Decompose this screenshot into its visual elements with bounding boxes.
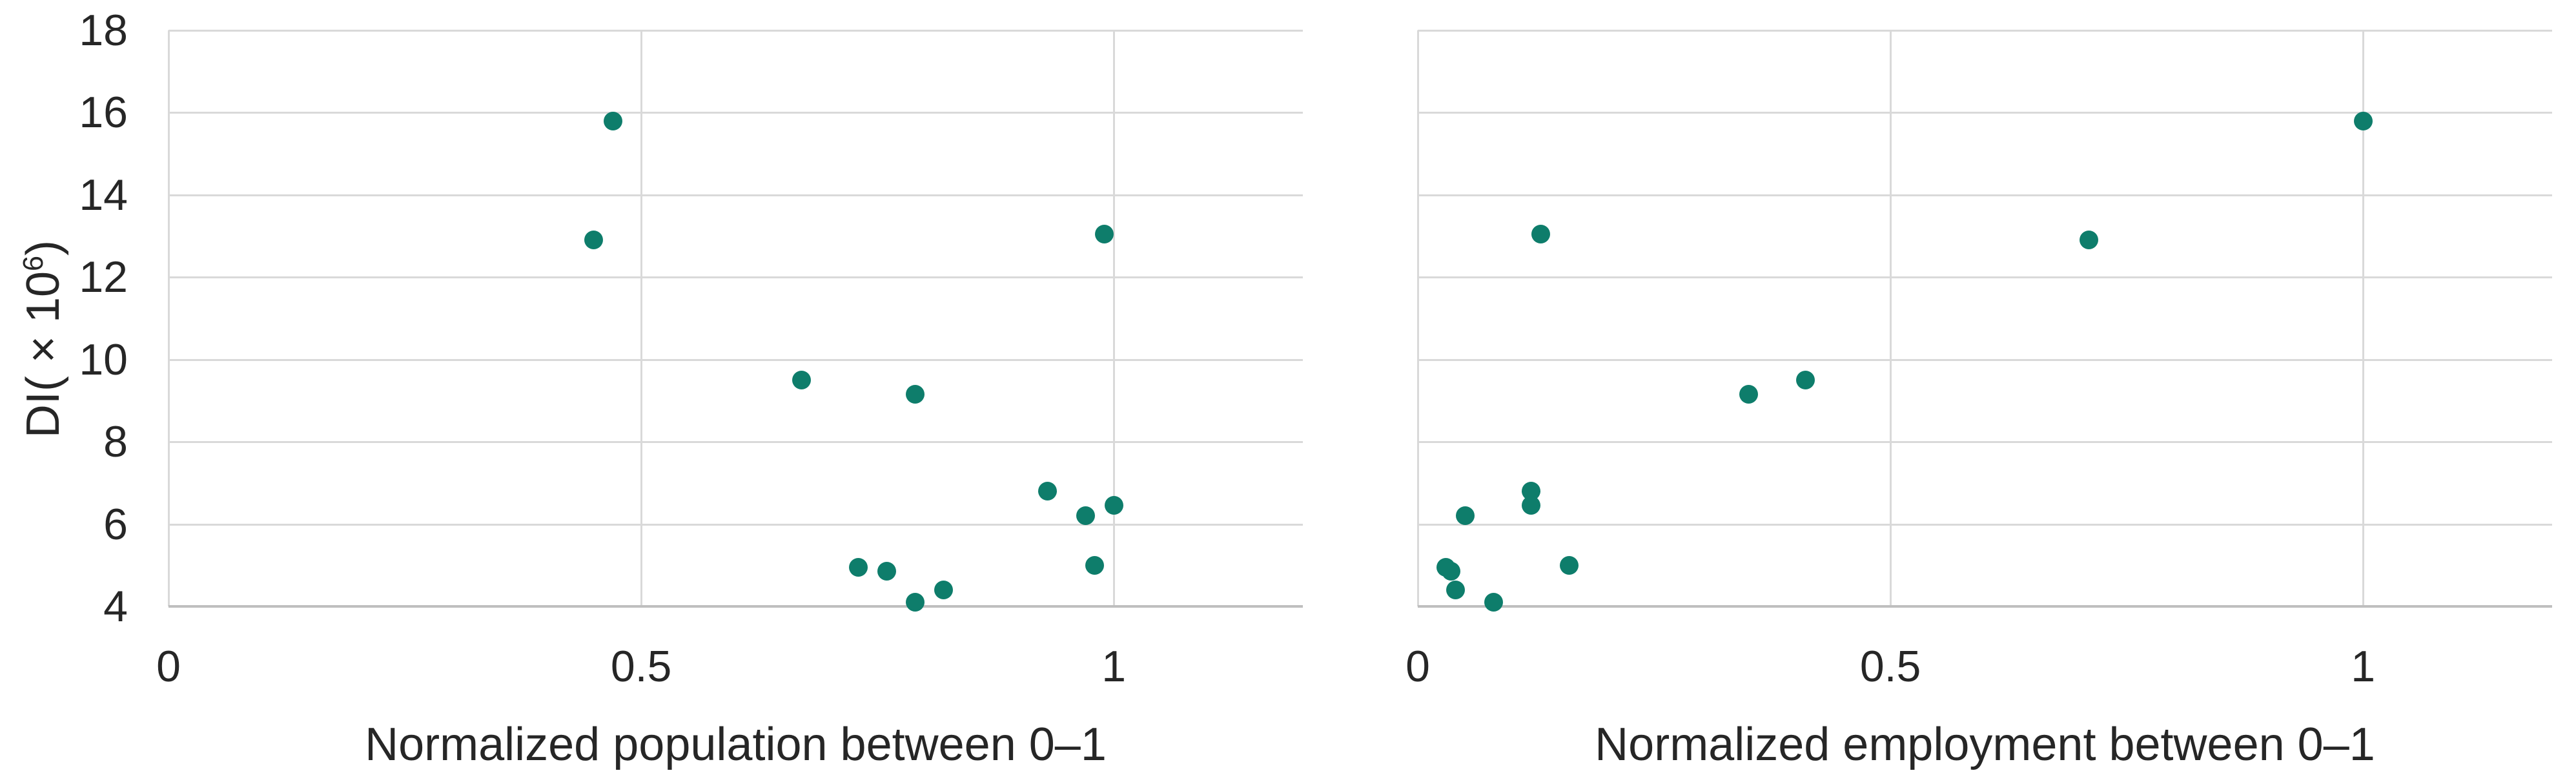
gridline — [169, 194, 1303, 196]
data-point — [1455, 506, 1475, 526]
population-plot-area — [168, 30, 1303, 612]
gridline — [1417, 30, 1419, 606]
data-point — [1559, 555, 1579, 575]
y-axis-title-close: ) — [17, 240, 69, 256]
x-tick-label: 0.5 — [610, 642, 672, 691]
gridline — [1418, 441, 2552, 444]
data-point — [906, 385, 925, 404]
data-point — [1085, 555, 1105, 575]
gridline — [169, 358, 1303, 361]
data-point — [1739, 385, 1758, 404]
gridline — [169, 112, 1303, 114]
x-tick-label: 0 — [156, 642, 181, 691]
gridline — [1418, 194, 2552, 196]
y-tick-label: 18 — [79, 6, 128, 55]
gridline — [2362, 30, 2365, 606]
data-point — [1531, 224, 1550, 243]
x-axis-title-population: Normalized population between 0–1 — [365, 719, 1107, 770]
x-tick-label: 1 — [2351, 642, 2376, 691]
y-tick-label: 16 — [79, 88, 128, 138]
gridline — [1113, 30, 1116, 606]
data-point — [1038, 482, 1058, 501]
data-point — [1522, 496, 1541, 515]
data-point — [906, 593, 925, 612]
data-point — [1441, 562, 1460, 581]
data-point — [1484, 593, 1503, 612]
gridline — [1418, 276, 2552, 279]
gridline — [1418, 358, 2552, 361]
data-point — [584, 231, 604, 250]
y-tick-label: 12 — [79, 253, 128, 302]
data-point — [934, 581, 954, 599]
gridline — [1418, 30, 2552, 32]
x-axis-line — [169, 605, 1303, 608]
data-point — [603, 111, 622, 130]
x-tick-label: 1 — [1101, 642, 1127, 691]
data-point — [1095, 224, 1114, 243]
gridline — [168, 30, 170, 606]
data-point — [1104, 496, 1123, 515]
x-tick-label: 0.5 — [1859, 642, 1921, 691]
employment-plot-area — [1417, 30, 2552, 612]
gridline — [640, 30, 643, 606]
data-point — [1446, 581, 1466, 599]
data-point — [2080, 231, 2099, 250]
data-point — [792, 371, 812, 390]
y-tick-label: 4 — [103, 582, 128, 631]
gridline — [1418, 523, 2552, 526]
y-tick-label: 14 — [79, 170, 128, 220]
data-point — [877, 562, 897, 581]
x-tick-label: 0 — [1406, 642, 1430, 691]
data-point — [1076, 506, 1095, 526]
gridline — [169, 30, 1303, 32]
data-point — [2353, 111, 2373, 130]
gridline — [169, 523, 1303, 526]
data-point — [1795, 371, 1815, 390]
y-tick-label: 10 — [79, 335, 128, 384]
gridline — [1890, 30, 1892, 606]
y-tick-label: 6 — [103, 499, 128, 549]
x-axis-title-employment: Normalized employment between 0–1 — [1595, 719, 2375, 770]
y-tick-label: 8 — [103, 417, 128, 467]
gridline — [169, 441, 1303, 444]
gridline — [169, 276, 1303, 279]
data-point — [849, 557, 868, 577]
gridline — [1418, 112, 2552, 114]
x-axis-line — [1418, 605, 2552, 608]
